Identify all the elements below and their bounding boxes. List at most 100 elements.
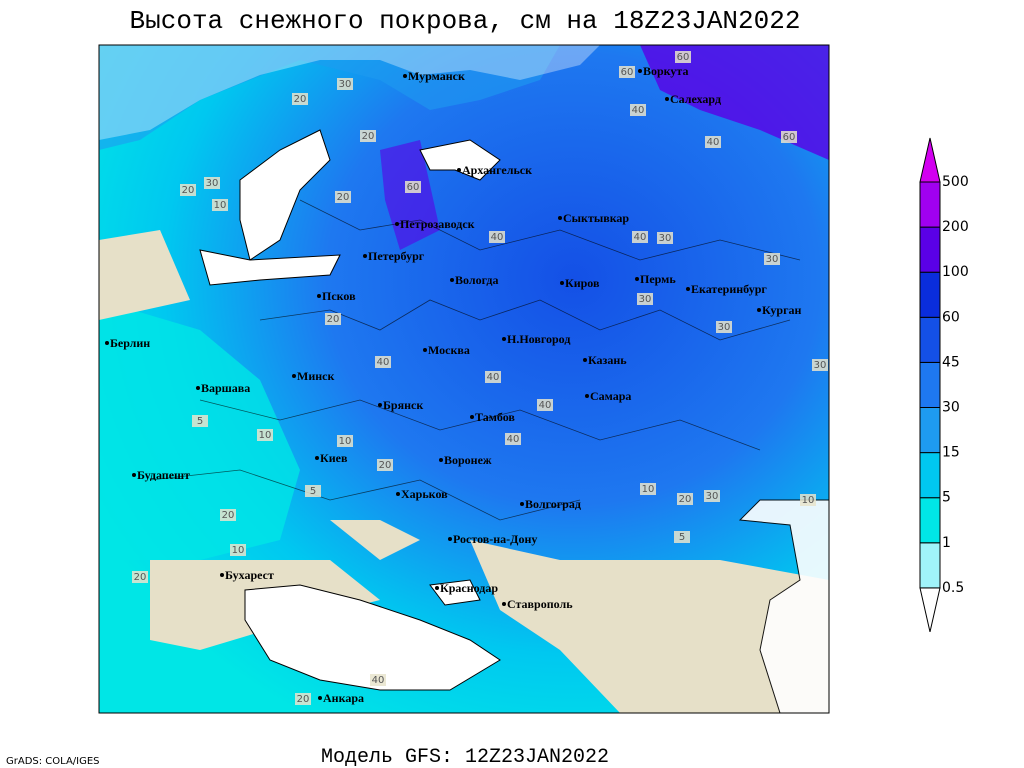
- labels: Мурманск Воркута Салехард Архангельск Сыктыв…: [105, 51, 828, 705]
- contour-label: 30: [659, 233, 672, 244]
- city-label: Киров: [565, 276, 600, 290]
- credit: GrADS: COLA/IGES: [6, 756, 100, 767]
- city-dot: [560, 281, 564, 285]
- contour-label: 30: [718, 322, 731, 333]
- contour-label: 20: [327, 314, 340, 325]
- colorbar-over: [919, 137, 941, 183]
- colorbar-label: 5: [942, 490, 951, 506]
- city-dot: [220, 573, 224, 577]
- contour-label-bg: [537, 399, 553, 411]
- colorbar-band: [919, 407, 941, 454]
- city-dot: [502, 337, 506, 341]
- contour-label-bg: [640, 483, 656, 495]
- city-label: Москва: [428, 343, 470, 357]
- city-label: Псков: [322, 289, 356, 303]
- colorbar-label: 100: [942, 264, 969, 280]
- azov-sea: [429, 579, 481, 606]
- footer: Модель GFS: 12Z23JAN2022: [321, 746, 609, 768]
- colorbar-band: [919, 497, 941, 544]
- barents-sea: [99, 45, 600, 140]
- colorbar-label: 0.5: [942, 580, 964, 596]
- city-dot: [757, 308, 761, 312]
- bare-land: [99, 230, 190, 320]
- city-dot: [315, 456, 319, 460]
- colorbar-band: [919, 361, 941, 408]
- contour-label: 5: [197, 416, 203, 427]
- contour-label: 40: [491, 232, 504, 243]
- contour-label-bg: [337, 78, 353, 90]
- contour-label-bg: [505, 433, 521, 445]
- city-label: Архангельск: [462, 163, 532, 177]
- contour-label-bg: [705, 136, 721, 148]
- contour-label: 20: [379, 460, 392, 471]
- contour-label: 10: [214, 200, 227, 211]
- colorbar-band: [919, 542, 941, 589]
- contour-label: 20: [134, 572, 147, 583]
- city-label: Минск: [297, 369, 334, 383]
- city-dot: [396, 492, 400, 496]
- city-label: Салехард: [670, 92, 721, 106]
- contour-label-bg: [370, 674, 386, 686]
- contour-label-bg: [657, 232, 673, 244]
- city-dot: [470, 415, 474, 419]
- contour-label-bg: [812, 359, 828, 371]
- contour-label: 20: [362, 131, 375, 142]
- city-dot: [317, 294, 321, 298]
- colorbar-label: 30: [942, 400, 960, 416]
- city-dot: [132, 473, 136, 477]
- city-label: Краснодар: [440, 581, 498, 595]
- contour-label: 40: [507, 434, 520, 445]
- contour-label: 30: [339, 79, 352, 90]
- city-label: Ростов-на-Дону: [453, 532, 537, 546]
- contour-label: 40: [634, 232, 647, 243]
- contour-label-bg: [230, 544, 246, 556]
- colorbar-band: [919, 452, 941, 499]
- colorbar-label: 45: [942, 354, 960, 370]
- city-dot: [638, 69, 642, 73]
- contour-label-bg: [132, 571, 148, 583]
- contour-label: 20: [294, 94, 307, 105]
- contour-label-bg: [180, 184, 196, 196]
- contour-label-bg: [377, 459, 393, 471]
- colorbar-band: [919, 181, 941, 228]
- contour-label: 10: [642, 484, 655, 495]
- city-dot: [635, 277, 639, 281]
- city-label: Берлин: [110, 336, 150, 350]
- contour-label: 20: [222, 510, 235, 521]
- contour-label: 20: [182, 185, 195, 196]
- bare-land: [470, 540, 829, 713]
- city-dot: [448, 537, 452, 541]
- black-sea: [244, 584, 501, 691]
- colorbar-label: 60: [942, 309, 960, 325]
- city-label: Воркута: [643, 64, 688, 78]
- city-label: Пермь: [640, 272, 676, 286]
- contour-label-bg: [204, 177, 220, 189]
- city-label: Курган: [762, 303, 802, 317]
- contour-label-bg: [619, 66, 635, 78]
- city-label: Киев: [320, 451, 348, 465]
- white-sea: [419, 139, 501, 181]
- baltic-sea: [239, 129, 331, 261]
- contour-label: 40: [487, 372, 500, 383]
- city-label: Вологда: [455, 273, 499, 287]
- contour-label: 30: [639, 294, 652, 305]
- contour-label: 40: [707, 137, 720, 148]
- contour-label: 60: [407, 182, 420, 193]
- contour-label: 30: [706, 491, 719, 502]
- colorbar-band: [919, 226, 941, 273]
- bare-land: [330, 520, 420, 560]
- contour-label: 60: [621, 67, 634, 78]
- city-dot: [395, 222, 399, 226]
- contour-label-bg: [800, 494, 816, 506]
- city-dot: [423, 348, 427, 352]
- colorbar-label: 500: [942, 174, 969, 190]
- contour-label-bg: [257, 429, 273, 441]
- west-low-snow: [99, 300, 300, 560]
- contour-label: 30: [814, 360, 827, 371]
- map: [99, 45, 829, 713]
- city-dot: [583, 358, 587, 362]
- contour-label: 10: [339, 436, 352, 447]
- contour-label: 60: [783, 132, 796, 143]
- city-label: Самара: [590, 389, 631, 403]
